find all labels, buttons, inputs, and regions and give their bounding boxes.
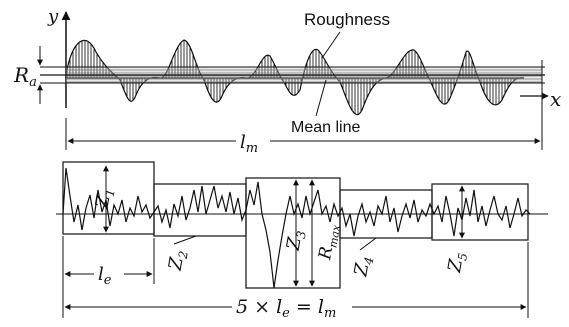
formula-label: 5 × le = lm	[236, 296, 336, 321]
lm-label: lm	[240, 132, 258, 156]
roughness-label: Roughness	[304, 10, 390, 29]
sample-box-2	[153, 183, 247, 237]
y-axis-label: y	[47, 6, 59, 27]
z3-label: Z3	[283, 228, 309, 253]
le-label: le	[98, 264, 112, 288]
z5-label: Z5	[444, 250, 470, 275]
z2-label: Z2	[165, 248, 191, 273]
x-axis-label: x	[550, 87, 561, 111]
mean-line-label: Mean line	[291, 119, 360, 136]
bottom-panel: Z1 Z2 Z3 Rmax Z4 Z5 le	[56, 161, 548, 321]
top-panel: y x Ra Roughness Mean line lm	[13, 6, 561, 156]
ra-label-main: R	[13, 63, 29, 87]
z1-label: Z1	[91, 186, 117, 211]
z4-label: Z4	[350, 254, 376, 279]
ra-label: Ra	[13, 63, 37, 90]
rmax-label: Rmax	[315, 221, 343, 262]
